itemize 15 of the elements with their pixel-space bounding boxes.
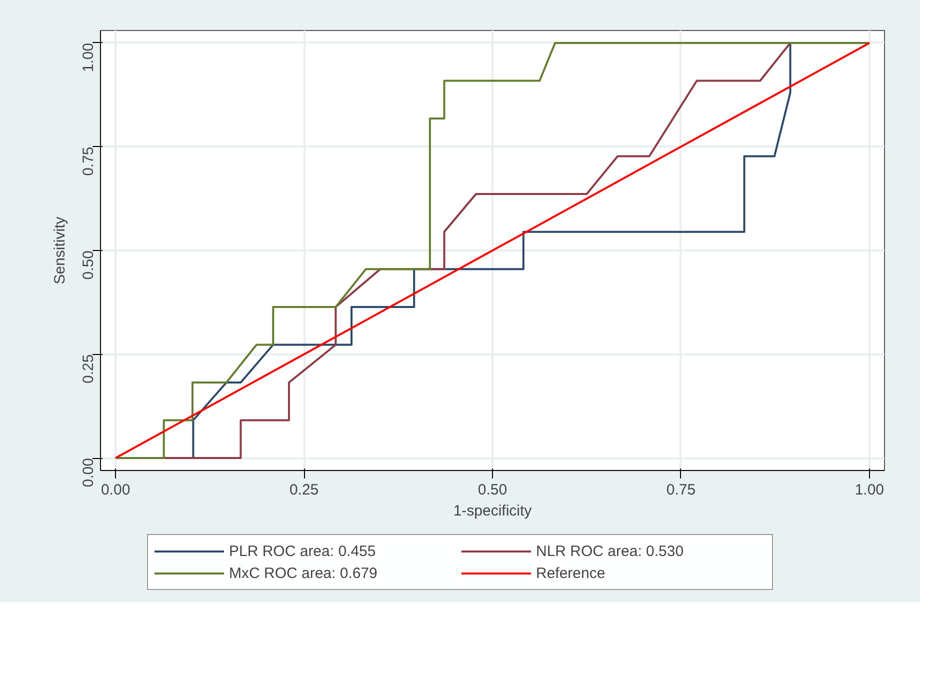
y-tick-label: 0.50 [80, 250, 97, 280]
y-tick-label: 1.00 [80, 42, 97, 72]
y-tick-label: 0.25 [80, 354, 97, 384]
x-tick-label: 0.00 [100, 482, 130, 498]
x-tick-label: 0.50 [478, 482, 508, 498]
x-tick-label: 0.25 [289, 482, 319, 498]
x-tick-label: 0.75 [666, 482, 696, 498]
x-axis-title: 1-specificity [453, 502, 532, 520]
legend-label: NLR ROC area: 0.530 [536, 542, 685, 560]
legend-label: PLR ROC area: 0.455 [229, 542, 377, 560]
y-axis-title: Sensitivity [52, 216, 68, 284]
y-tick-label: 0.75 [80, 146, 97, 176]
x-tick-label: 1.00 [854, 482, 884, 498]
legend-label: MxC ROC area: 0.679 [229, 564, 378, 582]
legend-label: Reference [536, 564, 606, 582]
